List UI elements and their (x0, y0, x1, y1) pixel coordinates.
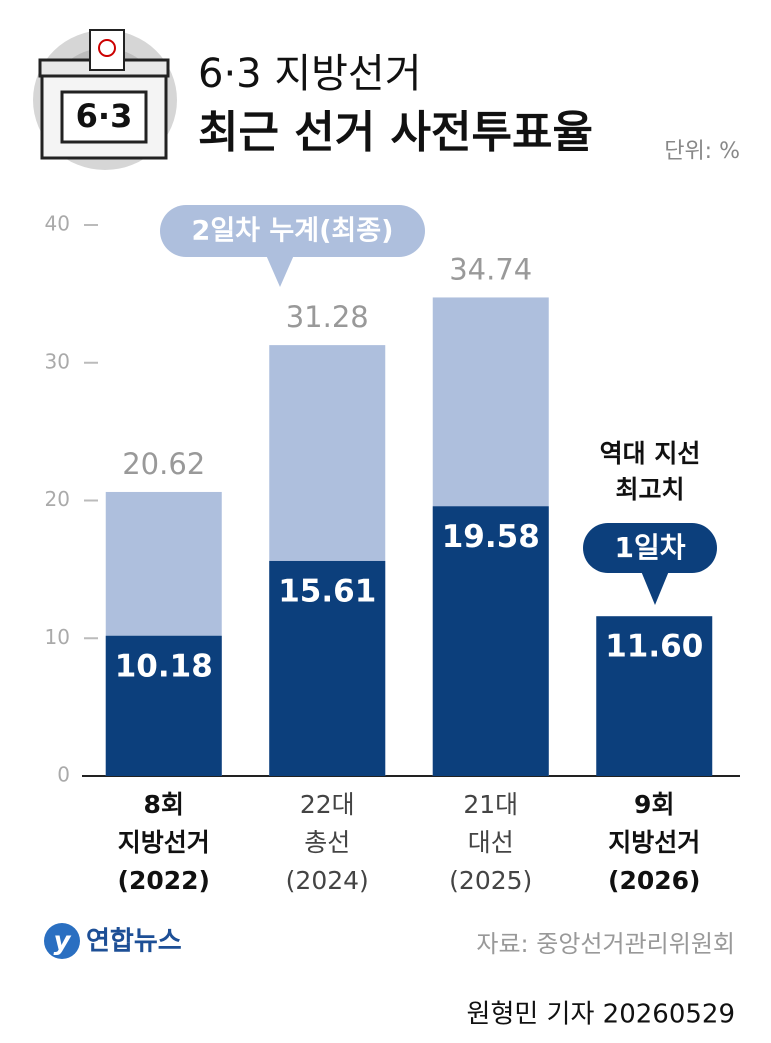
y-tick-label: 40 (45, 212, 70, 236)
illustration: 6·3 (33, 29, 177, 170)
x-tick-label: 대선 (468, 828, 514, 857)
x-tick-label: 22대 (300, 790, 355, 819)
annotation: 역대 지선 (600, 439, 701, 468)
legend-label: 2일차 누계(최종) (192, 216, 394, 247)
bar (105, 635, 222, 776)
x-tick-label: (2025) (449, 866, 532, 895)
unit: 단위: % (664, 139, 740, 164)
legend-bubble (641, 571, 669, 605)
value-label: 11.60 (605, 629, 703, 665)
source: 자료: 중앙선거관리위원회 (476, 930, 735, 958)
x-tick-label: 9회 (634, 790, 674, 819)
annotation: 최고치 (615, 475, 684, 504)
logo-text: 연합뉴스 (86, 927, 182, 957)
title: 6·3 지방선거 (198, 51, 422, 97)
x-tick-label: (2022) (118, 866, 210, 895)
y-tick-label: 20 (45, 487, 70, 511)
subtitle: 최근 선거 사전투표율 (198, 107, 593, 158)
x-tick-label: 지방선거 (608, 828, 700, 857)
value-label: 34.74 (449, 252, 532, 286)
bar (269, 560, 386, 776)
x-tick-label: (2026) (608, 866, 700, 895)
credit: 원형민 기자 20260529 (467, 1000, 735, 1030)
x-tick-label: (2024) (286, 866, 369, 895)
svg-text:y: y (54, 927, 72, 957)
legend-bubble (160, 205, 425, 257)
logo: y (44, 923, 80, 959)
value-label: 10.18 (115, 648, 213, 684)
x-tick-label: 지방선거 (118, 828, 210, 857)
value-label: 15.61 (278, 573, 376, 609)
value-label: 19.58 (442, 519, 540, 555)
y-tick-label: 10 (45, 625, 70, 649)
value-label: 31.28 (286, 300, 369, 334)
x-tick-label: 총선 (304, 828, 350, 857)
legend-bubble (266, 255, 294, 287)
y-tick-label: 30 (45, 349, 70, 373)
legend-bubble (583, 523, 717, 573)
x-tick-label: 21대 (463, 790, 518, 819)
bar (432, 506, 549, 776)
bar (596, 616, 713, 776)
x-tick-label: 8회 (144, 790, 184, 819)
value-label: 20.62 (122, 447, 205, 481)
illustration-label: 6·3 (76, 97, 133, 135)
legend-label: 1일차 (614, 531, 685, 564)
y-tick-label: 0 (57, 763, 70, 787)
plot: 0 10 20 30 40 20.62 31.28 34.74 10.18 15.61 19.58 1… (45, 205, 740, 895)
